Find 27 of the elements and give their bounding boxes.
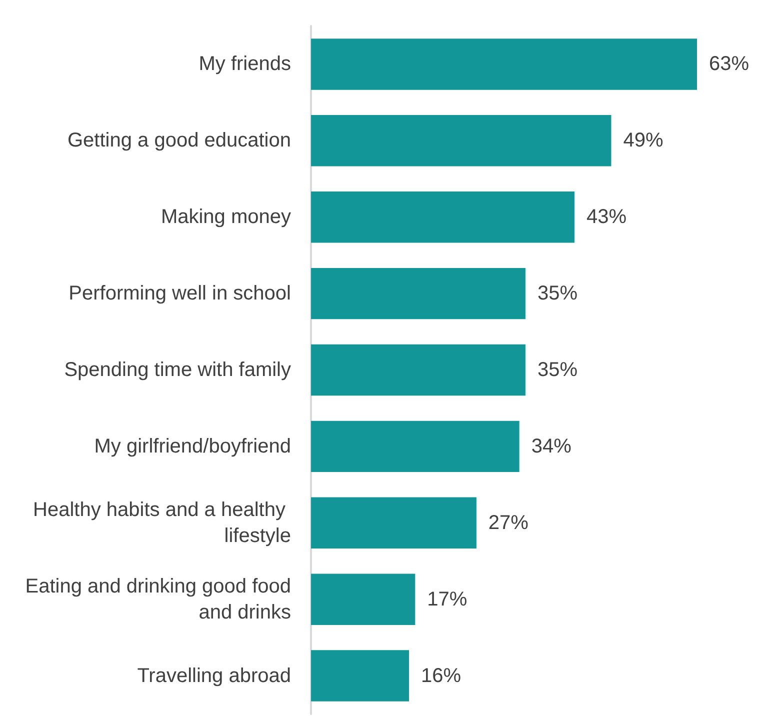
bar: [311, 192, 574, 243]
bar: [311, 650, 410, 702]
data-label: 49%: [623, 130, 664, 152]
data-label: 43%: [586, 206, 627, 228]
data-label: 16%: [421, 664, 462, 687]
y-tick-label: Making money: [160, 206, 291, 228]
bar: [311, 344, 526, 396]
bar: [311, 268, 526, 320]
y-tick-label: Healthy habits and a healthy lifestyle: [33, 498, 291, 547]
data-label: 27%: [488, 512, 529, 534]
y-tick-label: My girlfriend/boyfriend: [94, 435, 291, 458]
y-tick-label: Getting a good education: [67, 130, 291, 152]
data-label: 35%: [537, 359, 578, 381]
y-tick-label: Travelling abroad: [137, 664, 291, 687]
y-tick-label: Spending time with family: [64, 359, 291, 381]
y-tick-label: Eating and drinking good food and drinks: [25, 575, 291, 624]
y-tick-label: My friends: [198, 53, 291, 76]
y-tick-label: Performing well in school: [68, 282, 291, 305]
bar: [311, 574, 416, 625]
data-label: 63%: [709, 53, 750, 76]
data-label: 34%: [531, 435, 572, 458]
bar: [311, 38, 697, 90]
bar: [311, 420, 520, 472]
bar: [311, 115, 612, 166]
bar: [311, 497, 476, 548]
data-label: 17%: [427, 588, 468, 610]
data-label: 35%: [537, 282, 578, 305]
